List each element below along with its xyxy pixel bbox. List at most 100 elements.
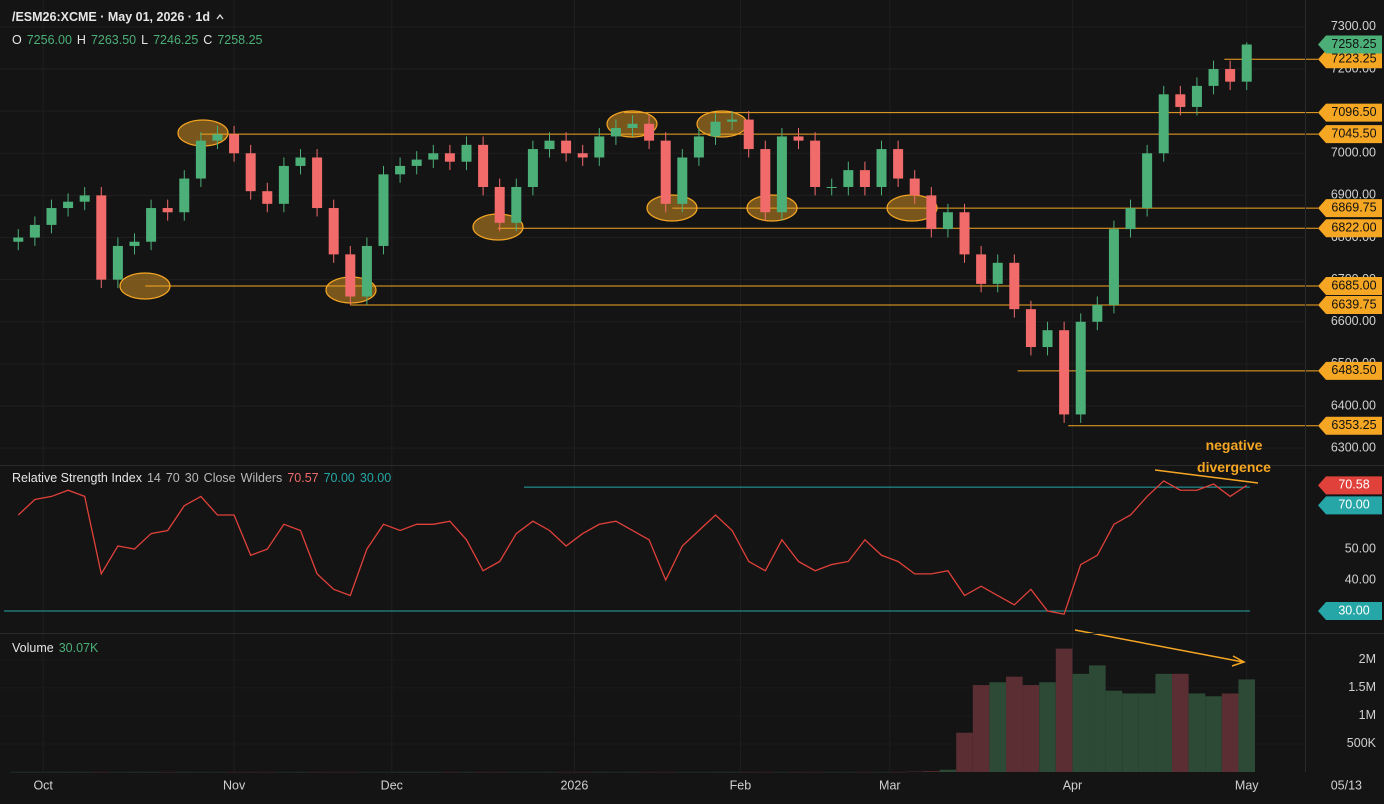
rsi-current-label: 70.58 bbox=[1338, 478, 1369, 492]
marks bbox=[4, 42, 1256, 773]
level-box bbox=[1318, 416, 1382, 435]
volume-bar bbox=[491, 771, 508, 773]
candle-body bbox=[776, 136, 787, 213]
candle-body bbox=[743, 119, 754, 150]
x-tick-label: Nov bbox=[223, 778, 246, 792]
y-tick-label: 6900.00 bbox=[1331, 188, 1376, 202]
rsi-tick-label: 40.00 bbox=[1345, 572, 1376, 586]
volume-bar bbox=[1172, 673, 1189, 772]
volume-bar bbox=[159, 771, 176, 773]
quote-value: 7258.25 bbox=[217, 33, 263, 47]
volume-bar bbox=[939, 769, 957, 772]
candle-body bbox=[992, 262, 1003, 284]
volume-bar bbox=[574, 771, 592, 773]
candle-body bbox=[511, 186, 522, 223]
volume-bar bbox=[308, 771, 326, 773]
highlight bbox=[746, 194, 798, 222]
level-label: 6685.00 bbox=[1331, 278, 1376, 292]
candle-body bbox=[909, 178, 920, 196]
candle-body bbox=[1158, 94, 1169, 154]
level-box bbox=[1318, 296, 1382, 315]
level-label: 6869.75 bbox=[1331, 200, 1376, 214]
x-tick-label: Feb bbox=[730, 778, 752, 792]
rsi-current: 70.57 bbox=[287, 471, 319, 485]
level-label: 6353.25 bbox=[1331, 418, 1376, 432]
volume-bar bbox=[989, 682, 1007, 772]
candle-body bbox=[1009, 262, 1020, 310]
volume-bar bbox=[591, 771, 608, 773]
volume-bar bbox=[1006, 676, 1023, 772]
candle-body bbox=[129, 241, 140, 246]
candle-body bbox=[627, 123, 638, 129]
level-box bbox=[1318, 103, 1382, 122]
quote-value: 7263.50 bbox=[90, 33, 137, 47]
volume-bar bbox=[690, 771, 708, 773]
candle-body bbox=[826, 186, 837, 188]
volume-tick-label: 2M bbox=[1359, 652, 1376, 666]
rsi-param: Wilders bbox=[240, 471, 283, 485]
volume-bar bbox=[175, 771, 193, 773]
candle-body bbox=[63, 201, 74, 209]
x-tick-label: Oct bbox=[33, 778, 53, 792]
volume-bar bbox=[9, 771, 27, 773]
candle-body bbox=[46, 208, 57, 225]
volume-bar bbox=[840, 771, 857, 773]
volume-bar bbox=[1022, 685, 1040, 772]
candle-body bbox=[859, 170, 870, 187]
rsi-param: 70 bbox=[165, 471, 180, 485]
volume-bar bbox=[707, 771, 724, 773]
volume-bar bbox=[26, 771, 44, 773]
candle-body bbox=[1208, 69, 1219, 86]
candle-body bbox=[1142, 153, 1153, 209]
volume-bar bbox=[424, 771, 442, 773]
candle-body bbox=[96, 195, 107, 280]
volume-bar bbox=[391, 771, 409, 773]
candle-body bbox=[295, 157, 306, 166]
last-price-box bbox=[1318, 35, 1382, 54]
candle-body bbox=[179, 178, 190, 213]
x-tick-label: Apr bbox=[1063, 778, 1082, 792]
chevron-icon[interactable] bbox=[215, 10, 225, 24]
volume-bar bbox=[906, 771, 924, 773]
candle-body bbox=[1241, 44, 1252, 82]
candle-body bbox=[361, 245, 372, 297]
candle-body bbox=[146, 208, 157, 242]
candle-body bbox=[1125, 208, 1136, 230]
y-tick-label: 7000.00 bbox=[1331, 146, 1376, 160]
volume-bar bbox=[1122, 693, 1139, 772]
quote-value: 7246.25 bbox=[153, 33, 199, 47]
y-tick-label: 6300.00 bbox=[1331, 440, 1376, 454]
volume-bar bbox=[43, 771, 60, 773]
volume-bar bbox=[192, 771, 210, 773]
annotations bbox=[119, 110, 1259, 667]
volume-bar bbox=[557, 771, 575, 773]
divergence-line bbox=[1154, 469, 1259, 484]
volume-bar bbox=[1072, 673, 1090, 772]
volume-bar bbox=[773, 771, 791, 773]
divergence-note: negative divergence bbox=[1197, 437, 1271, 475]
candle-body bbox=[262, 191, 273, 204]
volume-bar bbox=[292, 771, 309, 773]
x-tick-label: Dec bbox=[381, 778, 403, 792]
volume-bar bbox=[1205, 696, 1222, 772]
volume-bar bbox=[541, 771, 558, 773]
candle-body bbox=[561, 140, 572, 154]
symbol-title: /ESM26:XCME · May 01, 2026 · 1d bbox=[12, 10, 210, 24]
arrow-head bbox=[1231, 655, 1246, 667]
rsi-param: 30 bbox=[184, 471, 199, 485]
candle-body bbox=[444, 153, 455, 162]
y-tick-label: 6600.00 bbox=[1331, 314, 1376, 328]
candle-body bbox=[760, 149, 771, 213]
x-tick-label: 2026 bbox=[560, 778, 588, 792]
volume-bar bbox=[657, 771, 675, 773]
candle-body bbox=[544, 140, 555, 150]
level-box bbox=[1318, 276, 1382, 295]
x-tick-label: May bbox=[1235, 778, 1259, 792]
candle-body bbox=[926, 195, 937, 230]
axis-tags: 7223.25 7096.50 7045.50 6869.75 6822.00 6685.… bbox=[1318, 35, 1382, 621]
volume-bar bbox=[923, 771, 940, 772]
volume-bar bbox=[806, 771, 824, 773]
candle-body bbox=[162, 208, 173, 213]
volume-tick-label: 1M bbox=[1359, 708, 1376, 722]
